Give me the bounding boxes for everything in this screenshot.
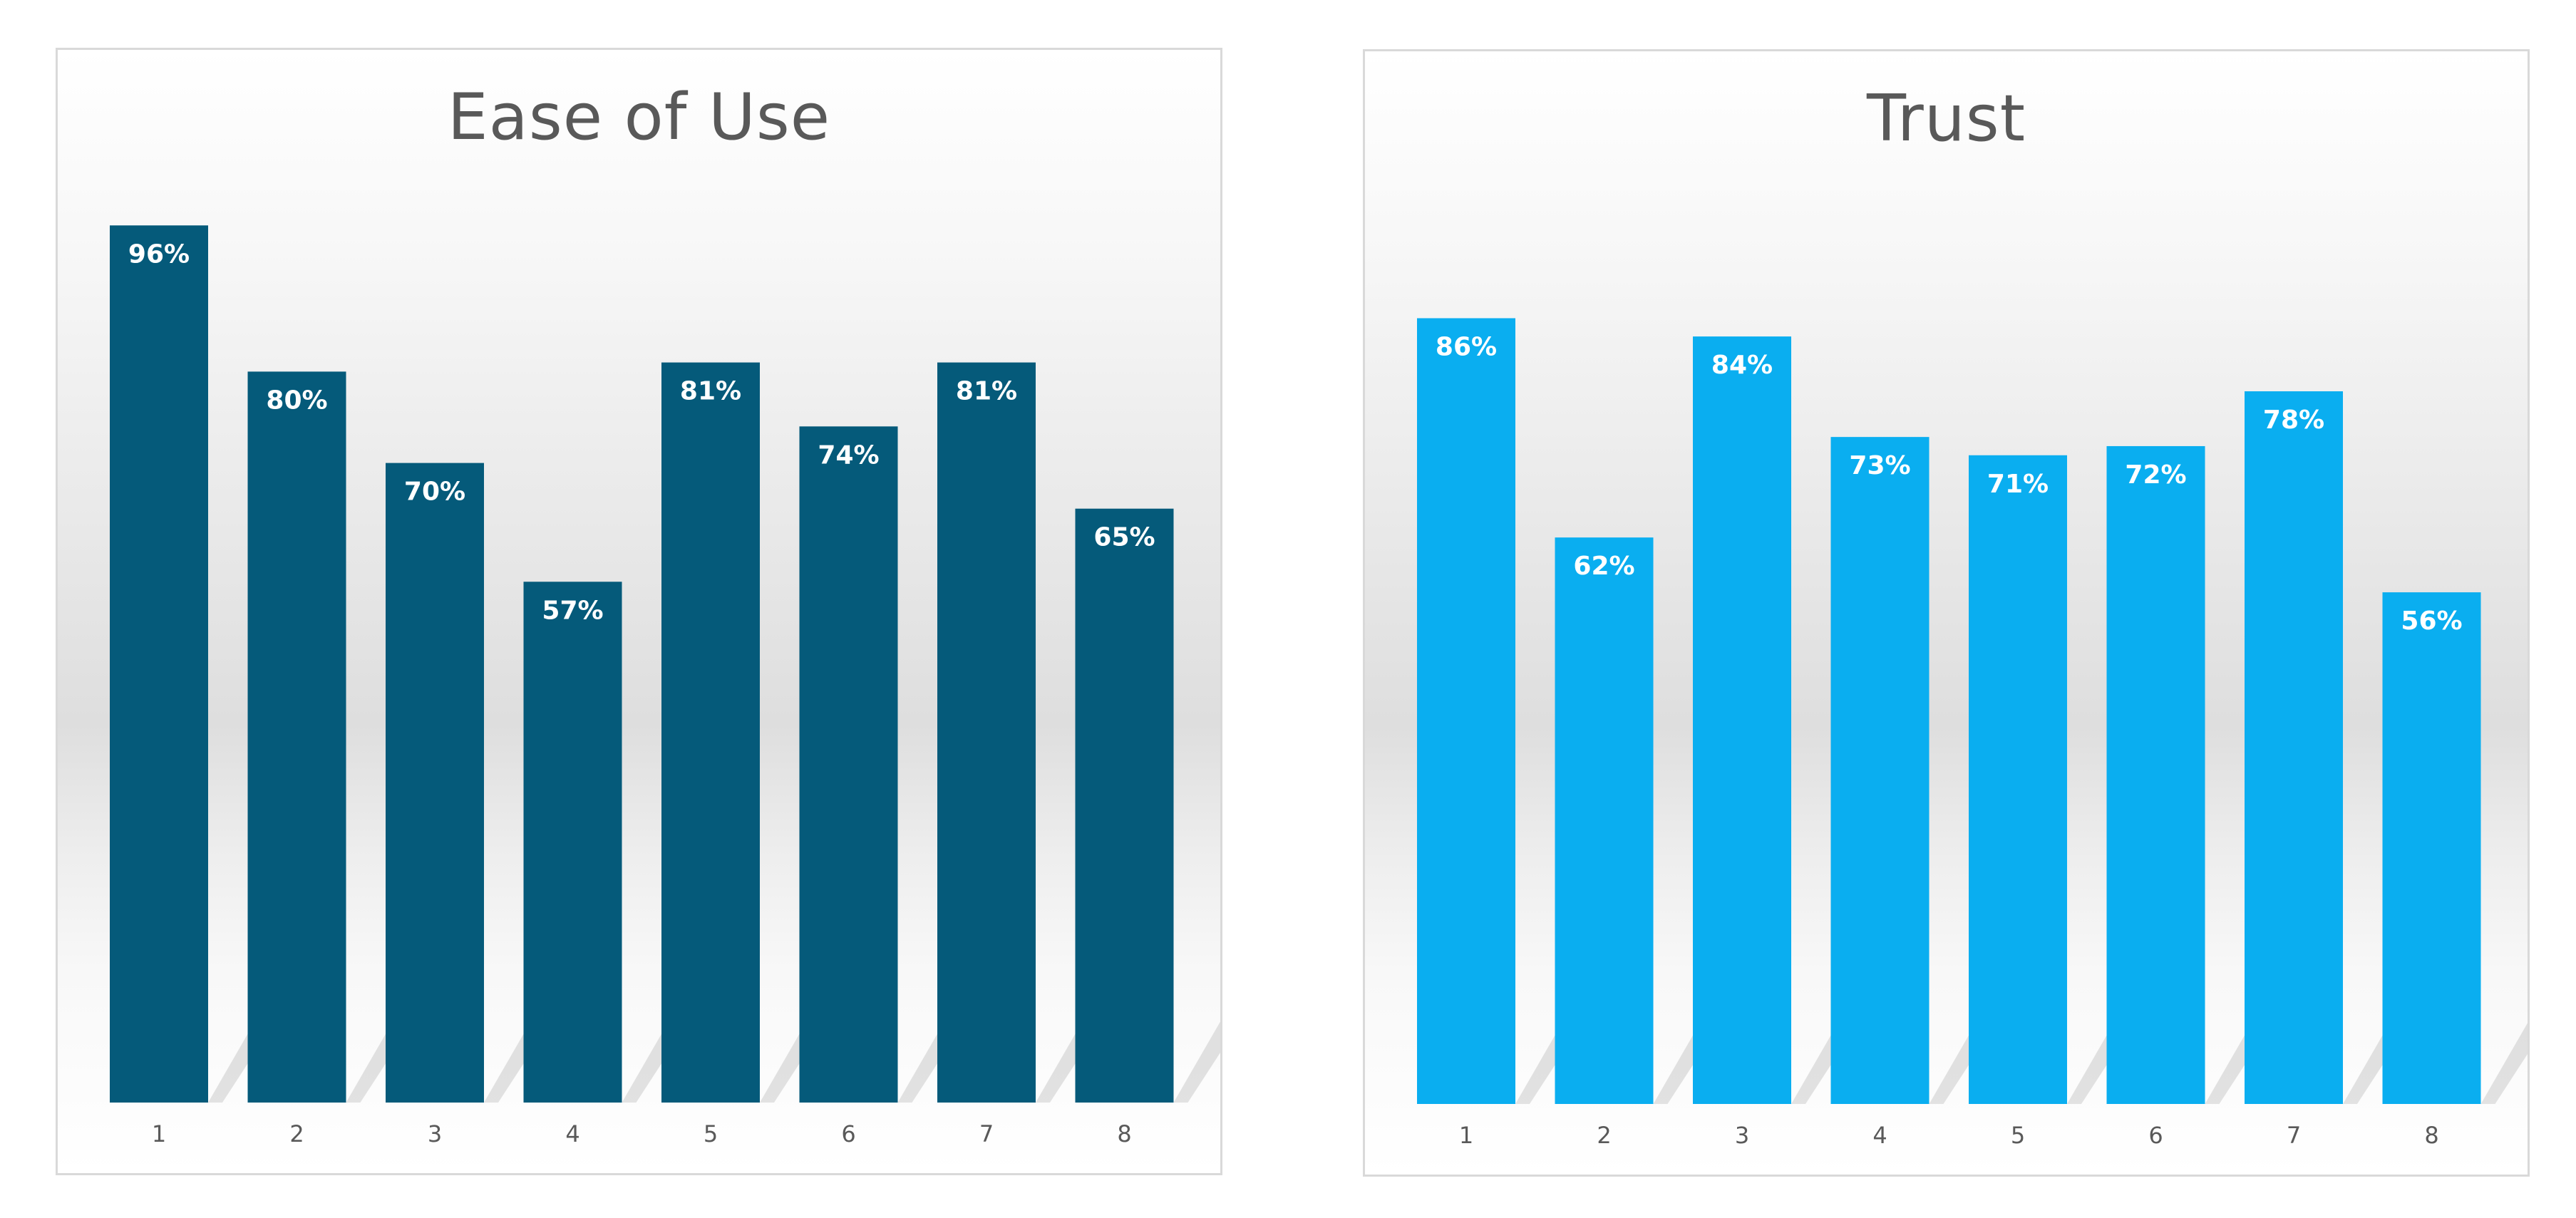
- x-tick-label-4: 4: [565, 1120, 579, 1147]
- x-tick-label-5: 5: [2011, 1122, 2025, 1149]
- trust-plot: 86% 1 62% 2 84% 3 73% 4 71% 5 72% 6 78% 7 56% 8: [1417, 318, 2528, 1149]
- data-label-8: 65%: [1093, 523, 1155, 552]
- x-tick-label-2: 2: [289, 1120, 304, 1147]
- chart-title: Ease of Use: [447, 80, 831, 155]
- data-label-3: 70%: [404, 478, 465, 507]
- data-label-6: 72%: [2125, 460, 2186, 490]
- data-label-1: 86%: [1436, 332, 1497, 361]
- x-tick-label-7: 7: [979, 1120, 994, 1147]
- chart-title: Trust: [1867, 81, 2026, 156]
- x-tick-label-7: 7: [2287, 1122, 2301, 1149]
- x-tick-label-8: 8: [2424, 1122, 2438, 1149]
- x-tick-label-4: 4: [1872, 1122, 1887, 1149]
- bar-2: [1555, 537, 1654, 1104]
- bar-7: [2245, 391, 2343, 1104]
- ease-of-use-chart: Ease of Use 96% 1 80% 2 70% 3 57% 4 81% 5 74% 6 81% 7…: [56, 48, 1222, 1175]
- data-label-1: 96%: [128, 239, 190, 269]
- x-tick-label-6: 6: [841, 1120, 855, 1147]
- x-tick-label-3: 3: [1735, 1122, 1749, 1149]
- data-label-5: 81%: [680, 377, 741, 406]
- x-tick-label-1: 1: [152, 1120, 166, 1147]
- bar-6: [799, 426, 898, 1103]
- data-label-8: 56%: [2401, 607, 2462, 636]
- data-label-6: 74%: [818, 440, 879, 470]
- bar-1: [110, 225, 208, 1103]
- x-tick-label-5: 5: [704, 1120, 718, 1147]
- data-label-4: 57%: [542, 596, 603, 625]
- data-label-5: 71%: [1987, 470, 2049, 499]
- bar-8: [1075, 508, 1174, 1103]
- trust-chart: Trust 86% 1 62% 2 84% 3 73% 4 71% 5 72% 6 78% 7 56% 8: [1363, 49, 2530, 1177]
- bar-4: [523, 582, 622, 1103]
- bar-7: [937, 362, 1036, 1103]
- x-tick-label-6: 6: [2148, 1122, 2163, 1149]
- bar-shadow: [2480, 1023, 2528, 1104]
- x-tick-label-2: 2: [1597, 1122, 1611, 1149]
- data-label-7: 81%: [956, 377, 1017, 406]
- data-label-2: 62%: [1573, 552, 1634, 581]
- bar-5: [1969, 455, 2067, 1104]
- bar-3: [1693, 336, 1791, 1104]
- x-tick-label-8: 8: [1117, 1120, 1131, 1147]
- x-tick-label-1: 1: [1459, 1122, 1473, 1149]
- bar-8: [2382, 592, 2481, 1104]
- x-tick-label-3: 3: [428, 1120, 442, 1147]
- bar-2: [247, 371, 346, 1103]
- bar-5: [661, 362, 760, 1103]
- bar-6: [2106, 445, 2205, 1104]
- data-label-2: 80%: [266, 386, 327, 415]
- bar-3: [386, 463, 484, 1103]
- data-label-3: 84%: [1711, 351, 1773, 380]
- bar-shadow: [1173, 1021, 1220, 1103]
- bar-4: [1830, 437, 1930, 1104]
- ease-of-use-plot: 96% 1 80% 2 70% 3 57% 4 81% 5 74% 6 81% 7 65% 8: [110, 225, 1220, 1147]
- data-label-4: 73%: [1849, 451, 1910, 480]
- bar-1: [1417, 318, 1515, 1105]
- data-label-7: 78%: [2263, 406, 2324, 435]
